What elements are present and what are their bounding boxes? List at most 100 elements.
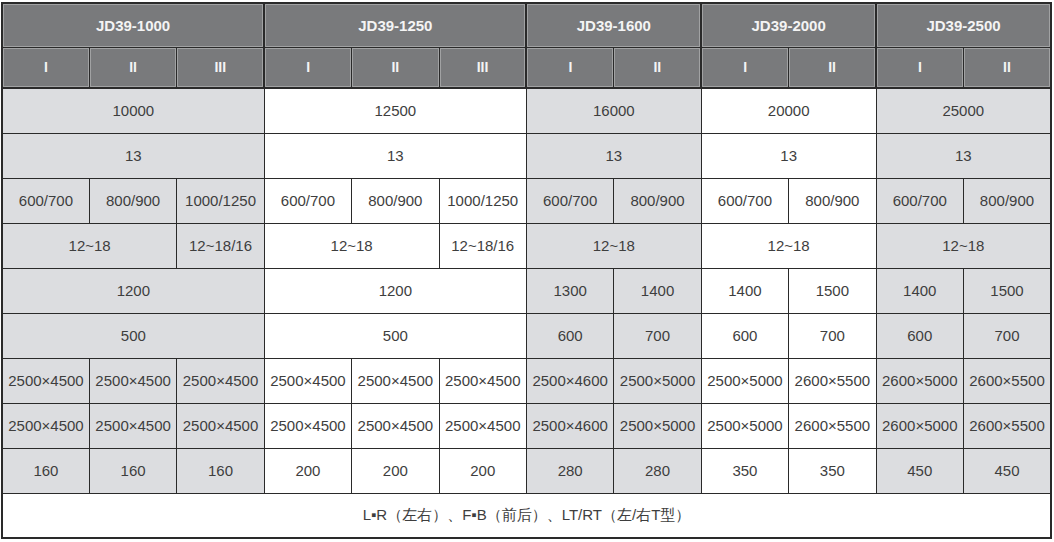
table-cell: 1200 (2, 268, 264, 313)
table-cell: 500 (2, 313, 264, 358)
table-row: 1313131313 (2, 133, 1051, 178)
subcol-header: II (614, 47, 701, 88)
table-cell: 280 (614, 448, 701, 493)
spec-table: JD39-1000JD39-1250JD39-1600JD39-2000JD39… (1, 2, 1052, 539)
spec-sheet: JD39-1000JD39-1250JD39-1600JD39-2000JD39… (0, 0, 1054, 542)
table-cell: 600/700 (526, 178, 613, 223)
subcol-header: I (876, 47, 963, 88)
subcol-header: II (89, 47, 176, 88)
table-cell: 12~18/16 (177, 223, 264, 268)
table-cell: 2500×4500 (352, 358, 439, 403)
table-cell: 1400 (614, 268, 701, 313)
table-cell: 600/700 (2, 178, 89, 223)
table-cell: 2500×4500 (264, 358, 351, 403)
group-header: JD39-2000 (701, 3, 876, 47)
table-cell: 1500 (963, 268, 1051, 313)
subcol-header: I (264, 47, 351, 88)
table-cell: 20000 (701, 88, 876, 133)
table-cell: 160 (89, 448, 176, 493)
table-cell: 13 (264, 133, 526, 178)
subcol-header: III (177, 47, 264, 88)
group-header: JD39-2500 (876, 3, 1051, 47)
table-cell: 1200 (264, 268, 526, 313)
table-cell: 2600×5500 (963, 403, 1051, 448)
table-cell: 1400 (701, 268, 788, 313)
table-cell: 2500×5000 (701, 358, 788, 403)
table-cell: 160 (2, 448, 89, 493)
table-cell: 200 (352, 448, 439, 493)
table-row: 12001200130014001400150014001500 (2, 268, 1051, 313)
table-cell: 1500 (789, 268, 876, 313)
table-cell: 600 (701, 313, 788, 358)
table-cell: 12~18 (2, 223, 177, 268)
table-cell: 2500×4500 (89, 403, 176, 448)
table-cell: 13 (876, 133, 1051, 178)
table-cell: 600 (526, 313, 613, 358)
table-cell: 2500×4500 (89, 358, 176, 403)
table-cell: 13 (526, 133, 701, 178)
table-cell: 2500×5000 (701, 403, 788, 448)
table-cell: 500 (264, 313, 526, 358)
table-cell: 350 (789, 448, 876, 493)
table-cell: 12500 (264, 88, 526, 133)
table-cell: 800/900 (352, 178, 439, 223)
table-cell: 1300 (526, 268, 613, 313)
table-cell: 2500×4500 (439, 358, 526, 403)
table-row: 500500600700600700600700 (2, 313, 1051, 358)
group-header: JD39-1250 (264, 3, 526, 47)
subcol-header: II (963, 47, 1051, 88)
table-cell: 2500×4500 (177, 358, 264, 403)
table-cell: 700 (614, 313, 701, 358)
table-row: 1000012500160002000025000 (2, 88, 1051, 133)
table-cell: 700 (963, 313, 1051, 358)
table-cell: 12~18 (876, 223, 1051, 268)
table-cell: 12~18 (264, 223, 439, 268)
table-cell: 450 (963, 448, 1051, 493)
table-cell: 2600×5000 (876, 358, 963, 403)
table-cell: 2600×5500 (963, 358, 1051, 403)
table-cell: 2500×5000 (614, 403, 701, 448)
table-cell: 1000/1250 (439, 178, 526, 223)
table-cell: 2500×4600 (526, 358, 613, 403)
subcol-header: I (526, 47, 613, 88)
table-cell: 2500×4500 (2, 358, 89, 403)
table-cell: 12~18 (526, 223, 701, 268)
table-cell: 450 (876, 448, 963, 493)
table-row: 2500×45002500×45002500×45002500×45002500… (2, 403, 1051, 448)
group-header-row: JD39-1000JD39-1250JD39-1600JD39-2000JD39… (2, 3, 1051, 47)
table-cell: 12~18/16 (439, 223, 526, 268)
table-cell: 13 (701, 133, 876, 178)
table-cell: 2600×5500 (789, 403, 876, 448)
table-cell: 1000/1250 (177, 178, 264, 223)
footer-note: L▪R（左右）、F▪B（前后）、LT/RT（左/右T型） (2, 493, 1051, 538)
table-cell: 600/700 (701, 178, 788, 223)
table-row: L▪R（左右）、F▪B（前后）、LT/RT（左/右T型） (2, 493, 1051, 538)
table-cell: 350 (701, 448, 788, 493)
table-cell: 160 (177, 448, 264, 493)
table-cell: 2600×5500 (789, 358, 876, 403)
table-cell: 2500×4500 (264, 403, 351, 448)
group-header: JD39-1000 (2, 3, 264, 47)
table-cell: 13 (2, 133, 264, 178)
table-cell: 800/900 (963, 178, 1051, 223)
table-body: 10000125001600020000250001313131313600/7… (2, 88, 1051, 538)
table-cell: 800/900 (789, 178, 876, 223)
table-row: 600/700800/9001000/1250600/700800/900100… (2, 178, 1051, 223)
subcol-header: II (352, 47, 439, 88)
subcol-header-row: IIIIIIIIIIIIIIIIIIIII (2, 47, 1051, 88)
table-row: 12~1812~18/1612~1812~18/1612~1812~1812~1… (2, 223, 1051, 268)
table-cell: 25000 (876, 88, 1051, 133)
table-cell: 800/900 (614, 178, 701, 223)
subcol-header: I (701, 47, 788, 88)
table-cell: 280 (526, 448, 613, 493)
table-cell: 2500×5000 (614, 358, 701, 403)
table-row: 160160160200200200280280350350450450 (2, 448, 1051, 493)
group-header: JD39-1600 (526, 3, 701, 47)
table-cell: 600/700 (264, 178, 351, 223)
table-row: 2500×45002500×45002500×45002500×45002500… (2, 358, 1051, 403)
subcol-header: I (2, 47, 89, 88)
table-cell: 200 (439, 448, 526, 493)
table-cell: 600/700 (876, 178, 963, 223)
table-cell: 2500×4500 (177, 403, 264, 448)
table-header: JD39-1000JD39-1250JD39-1600JD39-2000JD39… (2, 3, 1051, 88)
